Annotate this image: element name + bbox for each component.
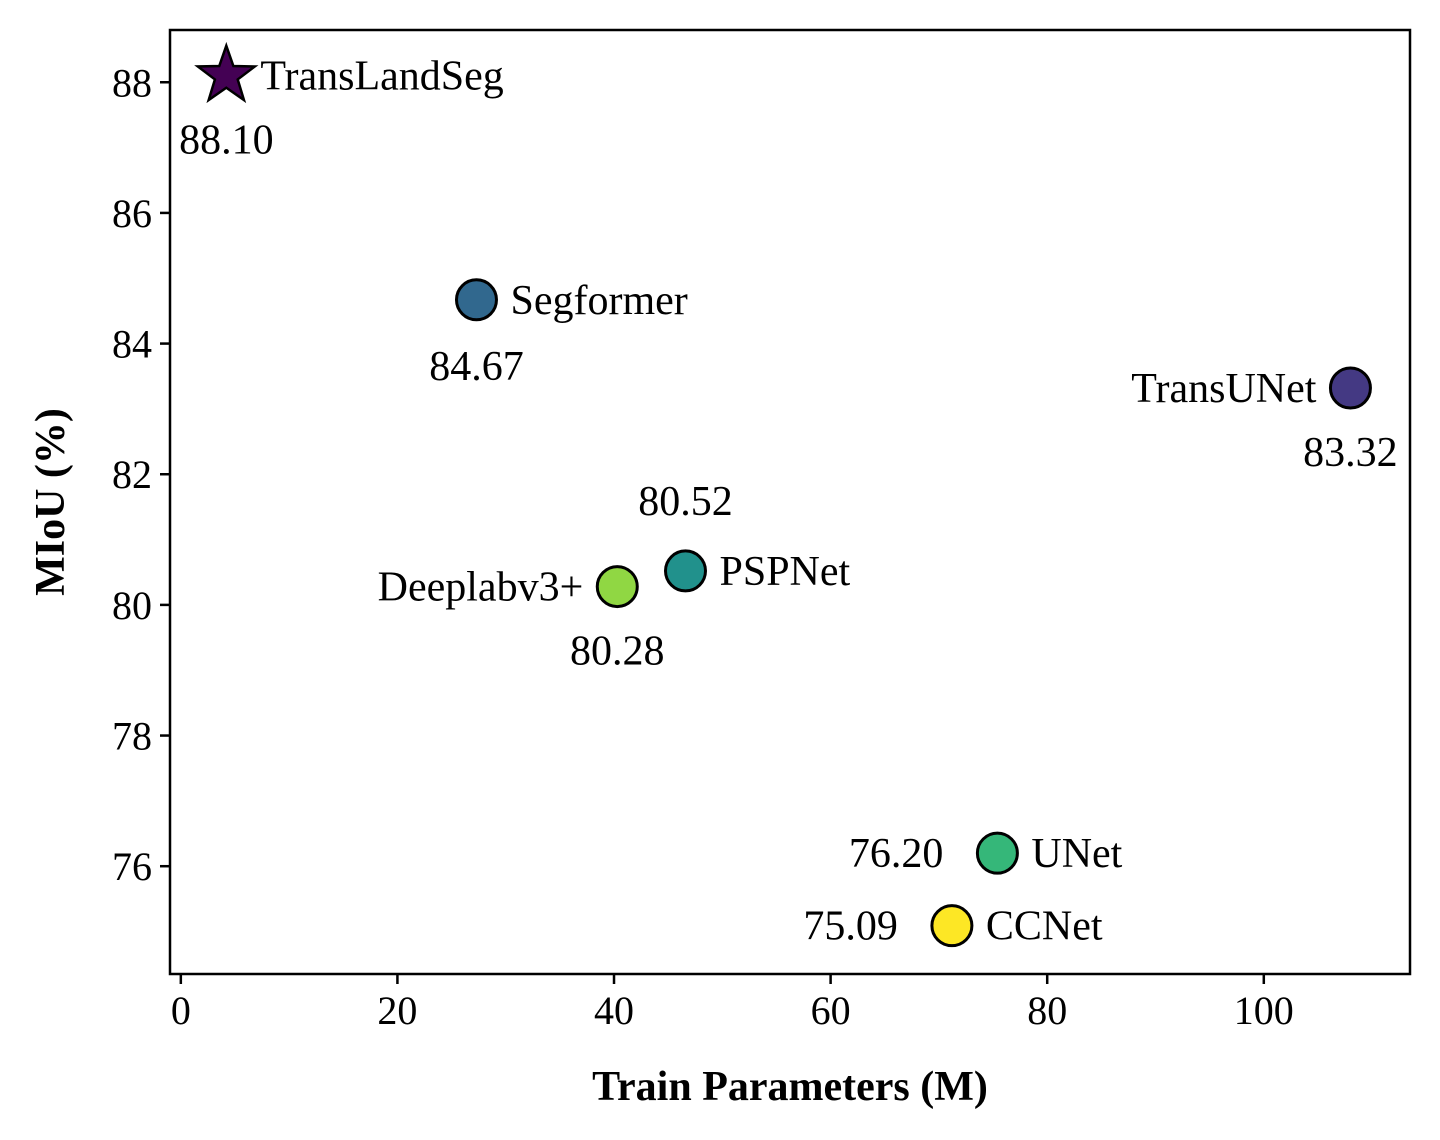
y-tick-label: 78 <box>112 714 152 759</box>
circle-marker <box>454 278 498 322</box>
y-tick-label: 82 <box>112 452 152 497</box>
point-name-label: TransUNet <box>1131 366 1316 412</box>
point-name-label: CCNet <box>986 904 1103 950</box>
y-axis-title: MIoU (%) <box>28 408 74 596</box>
star-marker <box>194 41 259 104</box>
point-value-label: 88.10 <box>179 118 274 164</box>
point-name-label: Segformer <box>510 278 687 324</box>
point-value-label: 76.20 <box>849 831 944 877</box>
x-tick-label: 100 <box>1234 988 1294 1033</box>
point-value-label: 83.32 <box>1303 430 1398 476</box>
y-axis-ticks: 76 78 80 82 84 86 88 <box>112 60 170 889</box>
point-value-label: 84.67 <box>429 344 524 390</box>
point-value-label: 80.52 <box>638 479 733 525</box>
x-axis-title: Train Parameters (M) <box>592 1064 988 1110</box>
point-labels: TransLandSeg 88.10 Segformer 84.67 TransUNet… <box>179 54 1398 950</box>
plot-frame <box>168 28 1412 976</box>
x-tick-label: 40 <box>594 988 634 1033</box>
x-tick-label: 60 <box>811 988 851 1033</box>
y-tick-label: 80 <box>112 583 152 628</box>
x-tick-label: 80 <box>1027 988 1067 1033</box>
point-value-label: 80.28 <box>570 629 665 675</box>
y-tick-label: 88 <box>112 60 152 105</box>
y-tick-label: 86 <box>112 191 152 236</box>
x-tick-label: 20 <box>377 988 417 1033</box>
x-tick-label: 0 <box>171 988 191 1033</box>
circle-marker <box>930 904 974 948</box>
y-tick-label: 84 <box>112 322 152 367</box>
x-axis-ticks: 0 20 40 60 80 100 <box>171 974 1294 1033</box>
circle-marker <box>595 565 639 609</box>
point-name-label: PSPNet <box>719 549 850 595</box>
circle-marker <box>1328 366 1372 410</box>
y-tick-label: 76 <box>112 844 152 889</box>
point-name-label: TransLandSeg <box>260 54 503 100</box>
data-points <box>194 41 1372 948</box>
point-value-label: 75.09 <box>803 904 898 950</box>
point-name-label: UNet <box>1031 831 1122 877</box>
point-name-label: Deeplabv3+ <box>378 565 584 611</box>
circle-marker <box>975 831 1019 875</box>
circle-marker <box>663 549 707 593</box>
